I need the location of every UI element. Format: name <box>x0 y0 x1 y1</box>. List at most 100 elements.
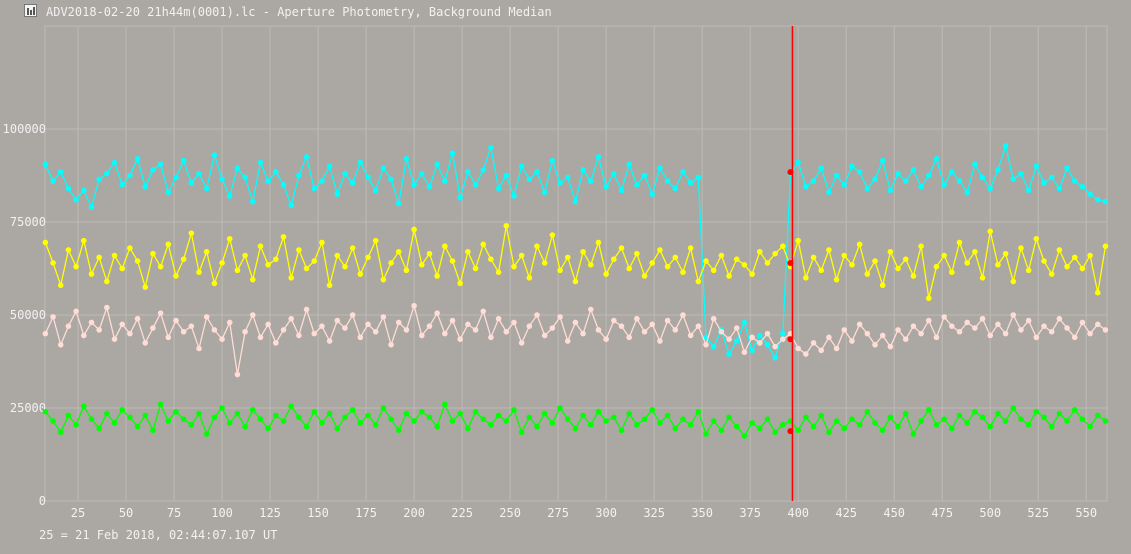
data-point <box>534 243 540 250</box>
data-point <box>618 245 625 251</box>
data-point <box>710 418 717 424</box>
data-point <box>1010 312 1017 318</box>
data-point <box>511 263 517 270</box>
data-point <box>518 163 525 170</box>
data-point <box>933 421 940 428</box>
data-point <box>434 310 440 316</box>
data-point <box>288 315 294 322</box>
data-point <box>142 412 149 419</box>
data-point <box>296 247 302 253</box>
data-point <box>480 308 487 315</box>
data-point <box>326 282 333 289</box>
x-tick-label: 550 <box>1075 506 1097 520</box>
data-point <box>664 178 671 184</box>
x-tick-label: 400 <box>787 506 809 520</box>
data-point <box>772 250 778 257</box>
data-point <box>595 154 602 160</box>
data-point <box>887 414 894 421</box>
data-point <box>96 254 102 261</box>
data-point <box>826 247 832 253</box>
data-point <box>157 310 164 316</box>
data-point <box>495 269 502 276</box>
data-point <box>372 421 379 428</box>
data-point <box>803 351 809 357</box>
data-point <box>388 416 394 422</box>
data-point <box>856 321 863 328</box>
data-point <box>380 314 387 320</box>
x-tick-label: 425 <box>835 506 857 520</box>
window-title: ADV2018-02-20 21h44m(0001).lc - Aperture… <box>46 5 552 19</box>
data-point <box>564 254 571 261</box>
data-point <box>442 401 448 408</box>
y-tick-label: 0 <box>39 494 46 508</box>
data-point <box>749 334 755 341</box>
data-point <box>319 239 325 246</box>
data-point <box>1056 247 1063 253</box>
data-point <box>280 327 287 333</box>
data-point <box>603 271 609 277</box>
data-point <box>303 306 310 313</box>
data-point <box>641 172 648 179</box>
data-point <box>426 414 433 421</box>
data-point <box>933 263 940 270</box>
data-point <box>65 323 72 329</box>
data-point <box>226 235 233 242</box>
data-point <box>111 252 118 259</box>
data-point <box>418 332 425 339</box>
data-point <box>795 159 801 166</box>
data-point <box>395 200 402 207</box>
data-point <box>188 180 195 186</box>
data-point <box>273 412 279 419</box>
data-point <box>249 312 256 318</box>
data-point <box>895 170 901 177</box>
data-point <box>764 260 771 266</box>
data-point <box>165 418 172 424</box>
data-point <box>826 334 832 341</box>
x-tick-label: 75 <box>167 506 181 520</box>
data-point <box>580 248 586 255</box>
data-point <box>403 410 410 417</box>
data-point <box>42 239 49 246</box>
data-point <box>234 267 241 274</box>
data-point <box>910 431 917 437</box>
data-point <box>534 312 540 318</box>
data-point <box>864 408 871 415</box>
data-point <box>879 282 886 289</box>
data-point <box>672 254 679 261</box>
data-point <box>203 314 210 320</box>
data-point <box>234 165 241 171</box>
data-point <box>1041 258 1047 264</box>
data-point <box>96 327 102 333</box>
data-point <box>226 193 233 199</box>
data-point <box>434 161 440 168</box>
data-point <box>795 427 801 434</box>
data-point <box>879 157 886 164</box>
data-point <box>57 282 64 289</box>
data-point <box>526 323 533 329</box>
data-point <box>595 327 602 333</box>
data-point <box>449 150 456 157</box>
data-point <box>657 420 663 426</box>
data-point <box>503 418 510 424</box>
data-point <box>303 154 310 160</box>
data-point <box>810 254 817 261</box>
data-point <box>979 275 986 281</box>
data-point <box>119 407 126 413</box>
data-point <box>150 427 156 434</box>
x-tick-label: 450 <box>883 506 905 520</box>
data-point <box>111 420 118 426</box>
data-point <box>57 341 64 348</box>
data-point <box>288 275 294 281</box>
data-point <box>972 248 978 255</box>
x-tick-label: 475 <box>931 506 953 520</box>
data-point <box>518 252 525 259</box>
data-point <box>42 161 49 168</box>
data-point <box>257 243 264 250</box>
data-point <box>933 155 940 162</box>
data-point <box>418 408 425 415</box>
data-point <box>403 327 410 333</box>
data-point <box>80 332 87 339</box>
data-point <box>88 319 95 326</box>
data-point <box>841 252 848 259</box>
